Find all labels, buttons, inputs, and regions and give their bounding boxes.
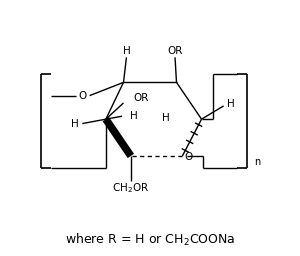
Text: H: H (71, 120, 79, 130)
Text: where R = H or CH$_2$COONa: where R = H or CH$_2$COONa (65, 232, 235, 248)
Text: CH$_2$OR: CH$_2$OR (112, 182, 149, 195)
Text: H: H (162, 113, 170, 123)
Text: O: O (185, 152, 193, 163)
Text: H: H (130, 111, 138, 121)
Text: OR: OR (167, 46, 183, 56)
Text: H: H (227, 99, 235, 109)
Text: n: n (254, 157, 261, 167)
Text: OR: OR (133, 93, 148, 103)
Text: H: H (123, 46, 130, 56)
Text: O: O (79, 91, 87, 101)
